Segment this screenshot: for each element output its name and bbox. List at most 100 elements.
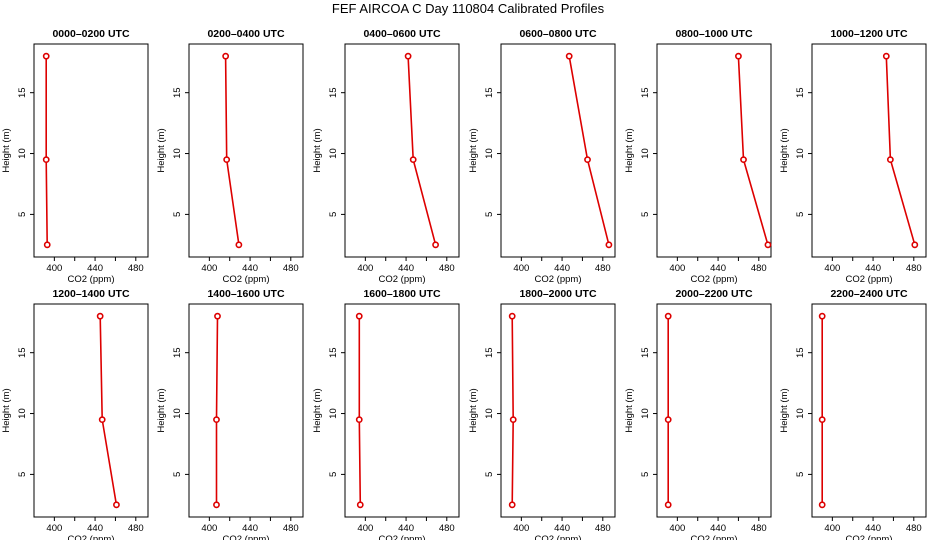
y-axis-label: Height (m) [779, 128, 790, 172]
panel-12: 2200–2400 UTC 400 440 480 5 10 15 CO2 (ppm) Heig… [779, 288, 927, 540]
y-tick-label: 5 [484, 472, 495, 477]
panel-9: 1600–1800 UTC 400 440 480 5 10 15 CO2 (ppm) Heig… [312, 288, 460, 540]
y-tick-label: 5 [17, 212, 28, 217]
profile-point [409, 156, 417, 164]
y-tick-label: 10 [795, 148, 806, 159]
x-tick-label: 400 [824, 263, 840, 274]
y-tick-label: 15 [795, 87, 806, 98]
panel-1: 0000–0200 UTC 400 440 480 5 10 15 CO2 (ppm) Heig… [1, 28, 149, 285]
y-tick-label: 10 [484, 148, 495, 159]
profile-line [885, 56, 916, 246]
panel-title: 0800–1000 UTC [675, 28, 752, 40]
profile-point [223, 156, 231, 164]
y-tick-label: 10 [795, 408, 806, 419]
x-tick-label: 480 [128, 523, 144, 534]
x-axis-label: CO2 (ppm) [535, 274, 582, 285]
plot-frame [500, 43, 616, 258]
profile-point [222, 52, 230, 60]
x-tick-label: 440 [554, 523, 570, 534]
y-tick-label: 10 [17, 408, 28, 419]
profile-line [568, 56, 610, 245]
panel-title: 0000–0200 UTC [52, 28, 129, 40]
profile-line [99, 316, 118, 505]
x-tick-label: 440 [865, 523, 881, 534]
plot-frame [344, 43, 460, 258]
panel-title: 2200–2400 UTC [830, 288, 907, 300]
y-tick-label: 5 [17, 472, 28, 477]
profile-point [213, 416, 220, 424]
x-axis-label: CO2 (ppm) [691, 274, 738, 285]
profile-point [565, 52, 573, 60]
x-tick-label: 480 [128, 263, 144, 274]
y-tick-label: 10 [640, 148, 651, 159]
plot-frame [500, 303, 616, 518]
x-axis-label: CO2 (ppm) [223, 274, 270, 285]
y-tick-label: 15 [328, 347, 339, 358]
x-axis-label: CO2 (ppm) [846, 534, 893, 540]
y-tick-label: 10 [17, 148, 28, 159]
panel-title: 0600–0800 UTC [519, 28, 596, 40]
y-tick-label: 10 [640, 408, 651, 419]
panel-title: 1400–1600 UTC [207, 288, 284, 300]
profile-point [818, 416, 826, 424]
plot-frame [344, 303, 460, 518]
y-tick-label: 15 [484, 347, 495, 358]
x-tick-label: 480 [595, 523, 611, 534]
profile-point [113, 501, 120, 509]
profile-line [215, 316, 219, 505]
profile-point [356, 501, 364, 509]
y-axis-label: Height (m) [624, 388, 635, 432]
profile-point [508, 501, 516, 509]
profile-point [740, 156, 747, 164]
y-tick-label: 5 [640, 472, 651, 477]
plot-frame [656, 303, 772, 518]
y-tick-label: 15 [172, 87, 183, 98]
x-tick-label: 400 [201, 523, 217, 534]
y-tick-label: 5 [640, 212, 651, 217]
y-axis-label: Height (m) [156, 128, 167, 172]
profile-point [818, 501, 826, 509]
panel-6: 1000–1200 UTC 400 440 480 5 10 15 CO2 (ppm) Heig… [779, 28, 927, 285]
profile-point [355, 312, 363, 320]
x-tick-label: 400 [669, 523, 685, 534]
x-tick-label: 480 [906, 263, 922, 274]
x-tick-label: 440 [242, 523, 258, 534]
profile-line [45, 56, 48, 245]
profile-point [355, 416, 363, 424]
profile-point [664, 312, 672, 320]
x-tick-label: 480 [439, 263, 455, 274]
profile-point [605, 241, 613, 249]
panel-title: 2000–2200 UTC [675, 288, 752, 300]
x-tick-label: 480 [595, 263, 611, 274]
profile-point [42, 156, 50, 164]
panel-title: 1800–2000 UTC [519, 288, 596, 300]
panel-4: 0600–0800 UTC 400 440 480 5 10 15 CO2 (ppm) Heig… [468, 28, 616, 285]
profile-point [98, 416, 106, 424]
panel-11: 2000–2200 UTC 400 440 480 5 10 15 CO2 (ppm) Heig… [624, 288, 772, 540]
y-axis-label: Height (m) [312, 388, 323, 432]
x-tick-label: 400 [46, 263, 62, 274]
x-tick-label: 480 [751, 263, 767, 274]
y-tick-label: 15 [484, 87, 495, 98]
panel-title: 1600–1800 UTC [363, 288, 440, 300]
y-tick-label: 5 [172, 472, 183, 477]
x-tick-label: 400 [357, 263, 373, 274]
y-tick-label: 10 [328, 408, 339, 419]
x-tick-label: 440 [710, 263, 726, 274]
x-tick-label: 440 [87, 523, 103, 534]
x-tick-label: 400 [824, 523, 840, 534]
profile-point [584, 156, 591, 164]
profile-point [43, 241, 51, 249]
x-tick-label: 440 [398, 263, 414, 274]
profile-point [508, 312, 516, 320]
profile-point [404, 52, 412, 60]
panel-10: 1800–2000 UTC 400 440 480 5 10 15 CO2 (ppm) Heig… [468, 288, 616, 540]
y-tick-label: 5 [795, 212, 806, 217]
profile-line [358, 316, 362, 505]
profile-line [511, 316, 515, 505]
y-tick-label: 10 [484, 408, 495, 419]
profile-point [664, 501, 672, 509]
profile-point [42, 52, 50, 60]
y-tick-label: 10 [172, 148, 183, 159]
profile-point [911, 241, 919, 249]
